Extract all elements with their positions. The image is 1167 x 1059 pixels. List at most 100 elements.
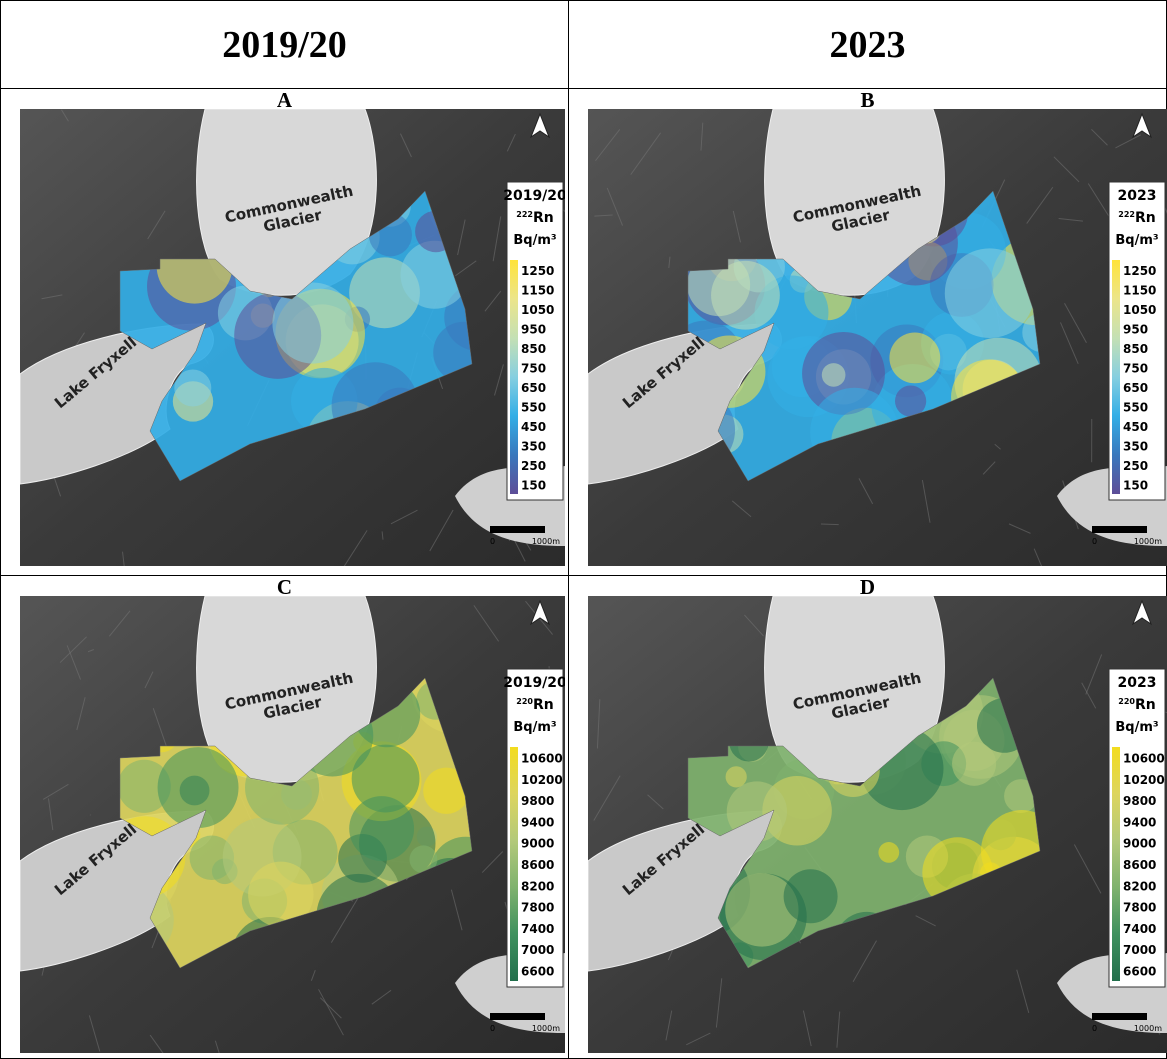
legend-tick-label: 850 [1123,342,1148,356]
legend-tick-label: 9400 [1123,815,1156,829]
legend-tick-label: 7000 [521,943,554,957]
legend-tick-label: 350 [1123,439,1148,453]
legend-unit: Bq/m³ [513,720,556,735]
panel: ACommonwealthGlacierLake Fryxell01000m20… [0,88,569,576]
map: CommonwealthGlacierLake Fryxell01000m202… [588,109,1167,566]
legend-tick-label: 750 [521,361,546,375]
panel: DCommonwealthGlacierLake Fryxell01000m20… [568,575,1167,1059]
legend-tick-label: 1250 [521,264,554,278]
legend-tick-label: 9800 [1123,794,1156,808]
isotope-element: Rn [1135,697,1156,713]
legend-tick-label: 1250 [1123,264,1156,278]
isotope-element: Rn [1135,210,1156,226]
legend-tick-label: 550 [521,400,546,414]
scale-length: 1000m [1134,537,1162,546]
legend-tick-label: 9400 [521,815,554,829]
legend-title: 2019/20 [503,675,565,691]
scale-zero: 0 [1092,537,1097,546]
legend-tick-label: 9000 [521,837,554,851]
contour-blob [784,869,838,923]
scale-bar [490,526,545,533]
legend-tick-label: 550 [1123,400,1148,414]
isotope-element: Rn [533,697,554,713]
scale-bar [1092,526,1147,533]
contour-blob [726,766,747,787]
legend-tick-label: 10200 [1123,773,1165,787]
legend-tick-label: 1050 [521,303,554,317]
scale-length: 1000m [532,1024,560,1033]
scale-length: 1000m [532,537,560,546]
legend-tick-label: 450 [1123,420,1148,434]
legend-unit: Bq/m³ [1115,233,1158,248]
color-ramp [1112,260,1120,494]
scale-length: 1000m [1134,1024,1162,1033]
isotope-mass: 220 [516,697,533,706]
legend-tick-label: 1150 [1123,283,1156,297]
legend-tick-label: 7000 [1123,943,1156,957]
legend-tick-label: 6600 [521,964,554,978]
legend-tick-label: 950 [1123,322,1148,336]
contour-blob [895,385,926,416]
column-header: 2023 [568,0,1167,89]
legend-tick-label: 1050 [1123,303,1156,317]
column-header: 2019/20 [0,0,569,89]
legend-tick-label: 750 [1123,361,1148,375]
color-ramp [1112,747,1120,981]
scale-zero: 0 [490,537,495,546]
color-ramp [510,260,518,494]
panel-label: B [569,89,1166,111]
panel: BCommonwealthGlacierLake Fryxell01000m20… [568,88,1167,576]
scale-bar [490,1013,545,1020]
legend-tick-label: 650 [1123,381,1148,395]
legend-tick-label: 8200 [521,879,554,893]
ridge [821,524,839,525]
legend-unit: Bq/m³ [513,233,556,248]
legend-tick-label: 9000 [1123,837,1156,851]
legend-tick-label: 250 [1123,459,1148,473]
legend-tick-label: 8600 [521,858,554,872]
legend-tick-label: 7800 [521,901,554,915]
isotope-element: Rn [533,210,554,226]
legend-tick-label: 150 [521,478,546,492]
scale-zero: 0 [490,1024,495,1033]
legend-tick-label: 8200 [1123,879,1156,893]
contour-blob [822,363,846,387]
legend-tick-label: 350 [521,439,546,453]
legend-tick-label: 8600 [1123,858,1156,872]
contour-blob [952,742,996,786]
isotope-mass: 222 [1118,210,1135,219]
legend-tick-label: 1150 [521,283,554,297]
map: CommonwealthGlacierLake Fryxell01000m201… [20,109,565,566]
legend-tick-label: 450 [521,420,546,434]
legend-tick-label: 10200 [521,773,563,787]
legend-tick-label: 9800 [521,794,554,808]
legend-tick-label: 150 [1123,478,1148,492]
color-ramp [510,747,518,981]
legend-title: 2023 [1118,675,1157,691]
legend-tick-label: 10600 [1123,752,1165,766]
legend-tick-label: 7400 [521,922,554,936]
legend-tick-label: 6600 [1123,964,1156,978]
legend-unit: Bq/m³ [1115,720,1158,735]
isotope-mass: 222 [516,210,533,219]
contour-blob [889,333,940,384]
panel-label: A [1,89,568,111]
scale-bar [1092,1013,1147,1020]
legend-title: 2023 [1118,188,1157,204]
legend-tick-label: 10600 [521,752,563,766]
legend-tick-label: 7800 [1123,901,1156,915]
isotope-mass: 220 [1118,697,1135,706]
scale-zero: 0 [1092,1024,1097,1033]
contour-blob [878,842,899,863]
legend-title: 2019/20 [503,188,565,204]
legend-tick-label: 650 [521,381,546,395]
panel-label: D [569,576,1166,598]
figure: 2019/20 2023 ACommonwealthGlacierLake Fr… [0,0,1167,1059]
legend-tick-label: 950 [521,322,546,336]
legend-tick-label: 250 [521,459,546,473]
contour-blob [349,796,414,861]
legend-tick-label: 850 [521,342,546,356]
